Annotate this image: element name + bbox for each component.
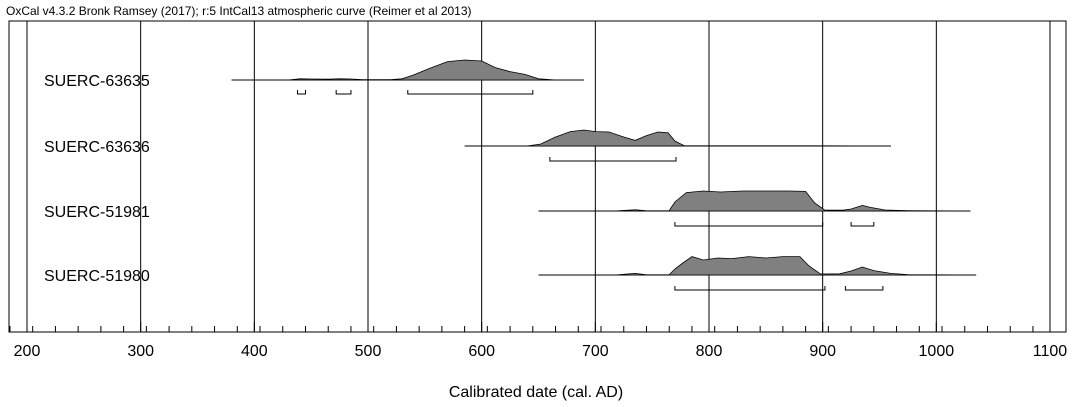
tick-label-400: 400 [241,343,268,360]
range-bracket-1 [297,90,306,95]
range-bracket-2 [844,286,884,291]
series-label: SUERC-51980 [44,268,150,285]
tick-label-900: 900 [809,343,836,360]
tick-label-500: 500 [355,343,382,360]
tick-label-300: 300 [127,343,154,360]
range-bracket-3 [407,90,534,95]
x-axis-label: Calibrated date (cal. AD) [449,384,623,401]
x-axis: 200 300 400 500 600 700 800 900 1000 1100 [9,322,1068,360]
series-label: SUERC-51981 [44,204,150,221]
tick-label-1000: 1000 [919,343,955,360]
series-suerc-63635: SUERC-63635 [44,59,584,95]
series-suerc-63636: SUERC-63636 [44,129,891,162]
range-bracket-1 [674,286,826,291]
series-layer: SUERC-63635 SUERC-63636 SUERC-51981 SUERC-5… [44,59,977,291]
range-bracket-2 [335,90,352,95]
tick-label-200: 200 [14,343,41,360]
tick-label-600: 600 [468,343,495,360]
tick-label-800: 800 [696,343,723,360]
chart-header: OxCal v4.3.2 Bronk Ramsey (2017); r:5 In… [6,4,472,18]
range-bracket-1 [549,157,677,162]
density-area [538,256,977,276]
range-bracket-1 [674,222,824,227]
series-suerc-51980: SUERC-51980 [44,256,977,291]
range-bracket-2 [850,222,875,227]
tick-label-700: 700 [582,343,609,360]
density-area [538,190,971,212]
density-area [464,129,891,147]
series-label: SUERC-63635 [44,73,150,90]
plot-frame [8,20,1067,333]
grid-lines [26,21,1051,332]
density-area [231,59,584,81]
series-suerc-51981: SUERC-51981 [44,190,971,227]
series-label: SUERC-63636 [44,139,150,156]
tick-label-1100: 1100 [1033,343,1068,360]
